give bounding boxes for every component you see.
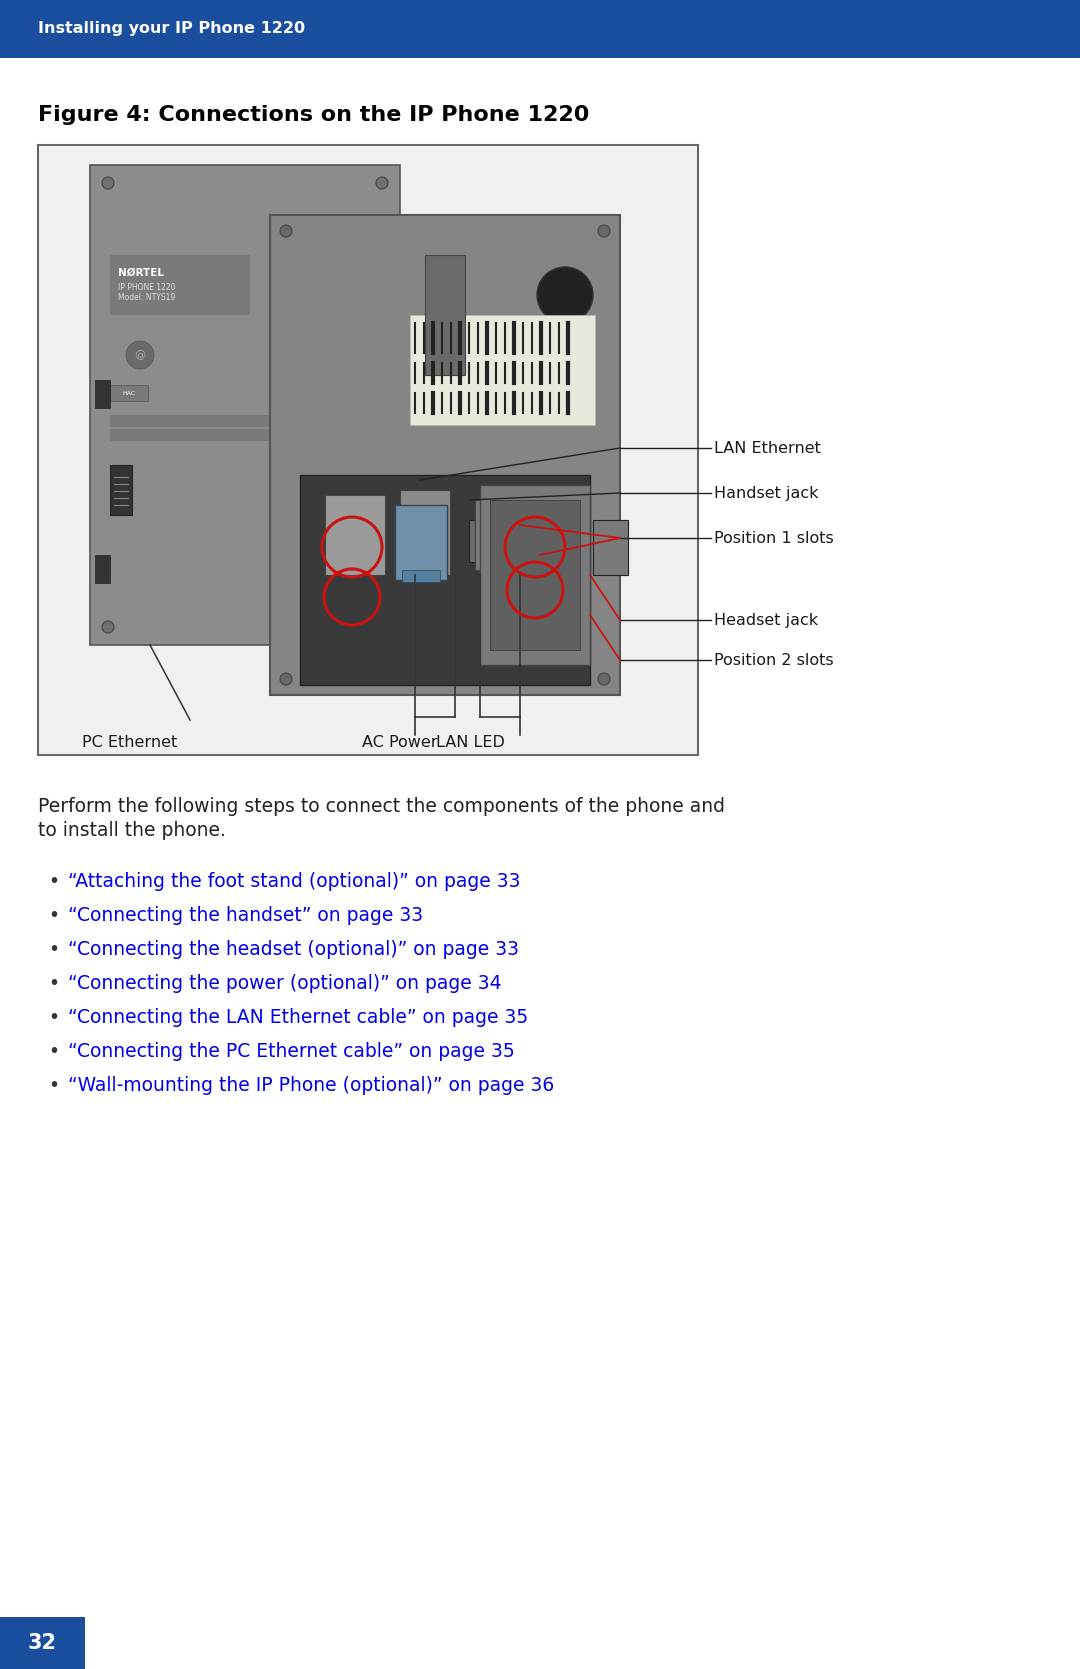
Text: “Connecting the LAN Ethernet cable” on page 35: “Connecting the LAN Ethernet cable” on p… xyxy=(68,1008,528,1026)
Text: 32: 32 xyxy=(28,1632,57,1652)
Bar xyxy=(330,521,369,576)
Bar xyxy=(475,501,515,571)
Bar xyxy=(410,315,595,426)
Bar xyxy=(95,381,110,407)
Bar xyxy=(110,429,270,441)
Text: •: • xyxy=(48,940,59,960)
Bar xyxy=(551,521,579,567)
Text: AC Power: AC Power xyxy=(362,734,437,749)
Circle shape xyxy=(102,177,114,189)
Circle shape xyxy=(280,673,292,684)
Circle shape xyxy=(598,225,610,237)
Bar xyxy=(110,466,132,516)
Text: Handset jack: Handset jack xyxy=(714,486,819,501)
Text: IP PHONE 1220: IP PHONE 1220 xyxy=(118,282,175,292)
Text: “Connecting the handset” on page 33: “Connecting the handset” on page 33 xyxy=(68,906,423,925)
Bar xyxy=(399,521,431,571)
Text: Installing your IP Phone 1220: Installing your IP Phone 1220 xyxy=(38,22,306,37)
Text: •: • xyxy=(48,906,59,925)
Text: Position 1 slots: Position 1 slots xyxy=(714,531,834,546)
Bar xyxy=(38,145,698,754)
Bar xyxy=(507,521,534,567)
Bar xyxy=(110,386,148,401)
Circle shape xyxy=(376,621,388,633)
Circle shape xyxy=(376,177,388,189)
Bar xyxy=(593,521,627,576)
Text: •: • xyxy=(48,975,59,993)
Text: “Connecting the PC Ethernet cable” on page 35: “Connecting the PC Ethernet cable” on pa… xyxy=(68,1041,515,1061)
Bar xyxy=(490,501,580,649)
Text: Headset jack: Headset jack xyxy=(714,613,819,628)
Text: PC Ethernet: PC Ethernet xyxy=(82,734,177,749)
Bar xyxy=(270,215,620,694)
Bar xyxy=(469,521,491,562)
Text: “Connecting the power (optional)” on page 34: “Connecting the power (optional)” on pag… xyxy=(68,975,501,993)
Bar xyxy=(480,486,590,664)
Bar xyxy=(426,255,465,376)
Bar xyxy=(0,0,1080,58)
Bar xyxy=(110,255,249,315)
Text: Figure 4: Connections on the IP Phone 1220: Figure 4: Connections on the IP Phone 12… xyxy=(38,105,590,125)
Bar xyxy=(95,556,110,582)
Text: •: • xyxy=(48,871,59,891)
Circle shape xyxy=(598,673,610,684)
Bar xyxy=(90,165,400,644)
Text: “Attaching the foot stand (optional)” on page 33: “Attaching the foot stand (optional)” on… xyxy=(68,871,521,891)
Bar xyxy=(39,145,697,754)
Circle shape xyxy=(126,340,154,369)
Bar xyxy=(300,476,590,684)
Bar xyxy=(0,1617,85,1669)
Text: “Connecting the headset (optional)” on page 33: “Connecting the headset (optional)” on p… xyxy=(68,940,519,960)
Text: •: • xyxy=(48,1077,59,1095)
Text: Model: NTYS19: Model: NTYS19 xyxy=(118,294,175,302)
Text: NØRTEL: NØRTEL xyxy=(118,269,164,279)
Circle shape xyxy=(102,621,114,633)
Text: Perform the following steps to connect the components of the phone and: Perform the following steps to connect t… xyxy=(38,798,725,816)
Text: HAC: HAC xyxy=(122,391,136,396)
Text: @: @ xyxy=(134,350,146,361)
Text: “Wall-mounting the IP Phone (optional)” on page 36: “Wall-mounting the IP Phone (optional)” … xyxy=(68,1077,554,1095)
Text: Position 2 slots: Position 2 slots xyxy=(714,653,834,668)
Bar xyxy=(402,571,440,582)
Circle shape xyxy=(537,267,593,324)
Bar xyxy=(325,496,384,576)
Text: •: • xyxy=(48,1041,59,1061)
Bar xyxy=(110,416,270,427)
Bar xyxy=(400,491,450,576)
Text: •: • xyxy=(48,1008,59,1026)
Circle shape xyxy=(280,225,292,237)
Bar xyxy=(395,506,447,581)
Text: LAN LED: LAN LED xyxy=(435,734,504,749)
Text: to install the phone.: to install the phone. xyxy=(38,821,226,840)
Text: LAN Ethernet: LAN Ethernet xyxy=(714,441,821,456)
